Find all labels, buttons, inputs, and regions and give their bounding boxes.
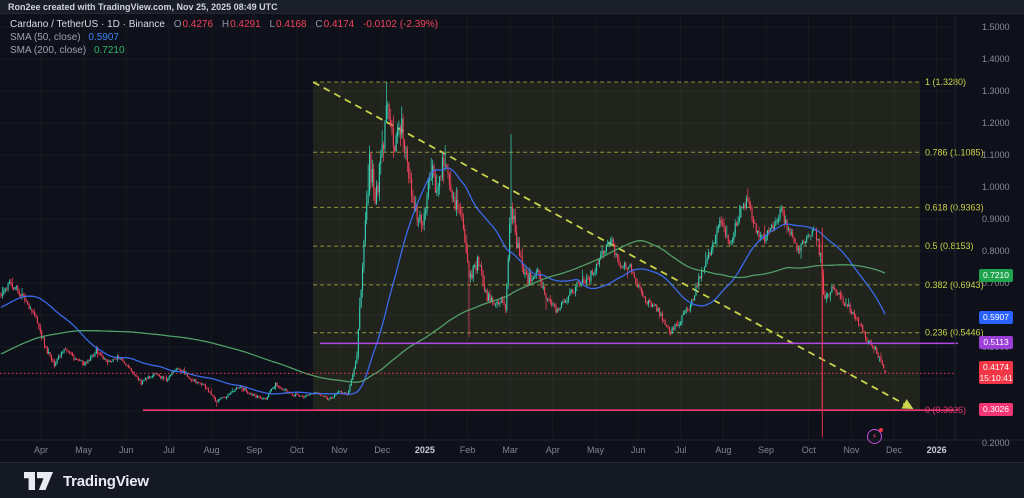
price-axis-label: 0.2000 [982, 438, 1010, 448]
time-axis-label: Jul [163, 445, 175, 455]
tradingview-logo-icon[interactable] [24, 472, 54, 490]
price-axis-label: 0.7000 [982, 278, 1010, 288]
time-axis-label: Jun [631, 445, 646, 455]
time-axis-label: 2025 [415, 445, 435, 455]
symbol-row[interactable]: Cardano / TetherUS · 1D · Binance O0.427… [10, 19, 438, 30]
time-axis-label: Aug [204, 445, 220, 455]
sma-50-badge-value: 0.5907 [983, 311, 1009, 322]
time-axis-label: Oct [802, 445, 817, 455]
time-axis-label: Nov [843, 445, 860, 455]
fib-label: 0.236 (0.5446) [925, 328, 984, 338]
price-axis-label: 1.4000 [982, 54, 1010, 64]
time-axis-label: Apr [34, 445, 48, 455]
time-axis-label: Feb [460, 445, 476, 455]
time-axis-label: Dec [886, 445, 903, 455]
candlestick-series[interactable] [0, 82, 886, 411]
time-axis-label: Dec [374, 445, 391, 455]
time-axis-label: Jun [119, 445, 134, 455]
ray-badge-value: 0.3026 [983, 404, 1009, 415]
sma-50-badge[interactable]: 0.5907 [979, 310, 1013, 324]
fib-label: 1 (1.3280) [925, 77, 966, 87]
price-axis-label: 1.0000 [982, 182, 1010, 192]
lightning-icon: ⚡ [871, 432, 878, 441]
sma-200-badge-value: 0.7210 [983, 270, 1009, 281]
sma50-label[interactable]: SMA (50, close) [10, 32, 81, 43]
time-axis-label: Aug [715, 445, 731, 455]
countdown-timer: 15:10:41 [979, 373, 1013, 384]
time-axis-label: Nov [332, 445, 349, 455]
sma50-value: 0.5907 [88, 32, 119, 43]
level-badge[interactable]: 0.5113 [979, 336, 1013, 350]
time-axis-label: Sep [246, 445, 262, 455]
time-axis-label: Apr [546, 445, 560, 455]
attribution-bar: Ron2ee created with TradingView.com, Nov… [0, 0, 1024, 14]
price-axis-label: 1.2000 [982, 118, 1010, 128]
open-value: 0.4276 [182, 19, 214, 30]
level-badge-value: 0.5113 [983, 337, 1009, 348]
time-axis-label: Jul [675, 445, 687, 455]
sma50-row[interactable]: SMA (50, close) 0.5907 [10, 32, 438, 43]
chart-legend: Cardano / TetherUS · 1D · Binance O0.427… [10, 19, 438, 58]
symbol-title[interactable]: Cardano / TetherUS · 1D · Binance [10, 19, 165, 30]
price-axis-label: 1.5000 [982, 22, 1010, 32]
trendline[interactable] [312, 81, 914, 409]
last-price-badge[interactable]: 0.4174 15:10:41 [979, 361, 1013, 385]
price-axis-label: 1.1000 [982, 150, 1010, 160]
fib-label: 0.618 (0.9363) [925, 202, 984, 212]
time-axis-label: 2026 [927, 445, 947, 455]
event-marker-icon[interactable]: ⚡ [867, 428, 883, 444]
open-label: O [173, 19, 182, 30]
sma50-line[interactable] [0, 167, 886, 395]
fib-label: 0.382 (0.6943) [925, 280, 984, 290]
ray-badge[interactable]: 0.3026 [979, 403, 1013, 417]
price-axis-label: 0.9000 [982, 214, 1010, 224]
price-axis-label: 1.3000 [982, 86, 1010, 96]
close-label: C [315, 19, 323, 30]
fib-label: 0.786 (1.1085) [925, 147, 984, 157]
low-label: L [269, 19, 276, 30]
time-axis-label: Oct [290, 445, 305, 455]
time-axis-label: May [587, 445, 605, 455]
last-price-badge-value: 0.4174 [983, 362, 1009, 373]
time-axis[interactable]: Apr May Jun Jul Aug Sep Oct Nov Dec 2025 Feb Mar Apr… [34, 445, 947, 455]
attribution-text: Ron2ee created with TradingView.com, Nov… [8, 2, 278, 12]
sma200-row[interactable]: SMA (200, close) 0.7210 [10, 45, 438, 56]
time-axis-label: May [75, 445, 93, 455]
grid [0, 14, 955, 440]
chart-canvas[interactable]: 1 (1.3280) 0.786 (1.1085) 0.618 (0.9363) 0.… [0, 14, 1024, 462]
sma200-value: 0.7210 [93, 45, 125, 56]
change-value: -0.0102 (-2.39%) [363, 19, 439, 30]
time-axis-label: Sep [758, 445, 774, 455]
footer-bar: TradingView [0, 462, 1024, 498]
notification-dot [879, 428, 883, 432]
sma200-label[interactable]: SMA (200, close) [10, 45, 87, 56]
close-value: 0.4174 [323, 19, 355, 30]
price-axis-label: 0.8000 [982, 246, 1010, 256]
sma-200-badge[interactable]: 0.7210 [979, 269, 1013, 283]
high-label: H [221, 19, 230, 30]
tradingview-brand-text[interactable]: TradingView [63, 472, 149, 490]
fib-label: 0.5 (0.8153) [925, 241, 974, 251]
fib-label: 0 (0.3026) [925, 405, 966, 415]
high-value: 0.4291 [230, 19, 261, 30]
time-axis-label: Mar [502, 445, 518, 455]
fib-retracement[interactable] [312, 81, 921, 411]
sma200-line[interactable] [0, 240, 886, 383]
low-value: 0.4168 [276, 19, 307, 30]
